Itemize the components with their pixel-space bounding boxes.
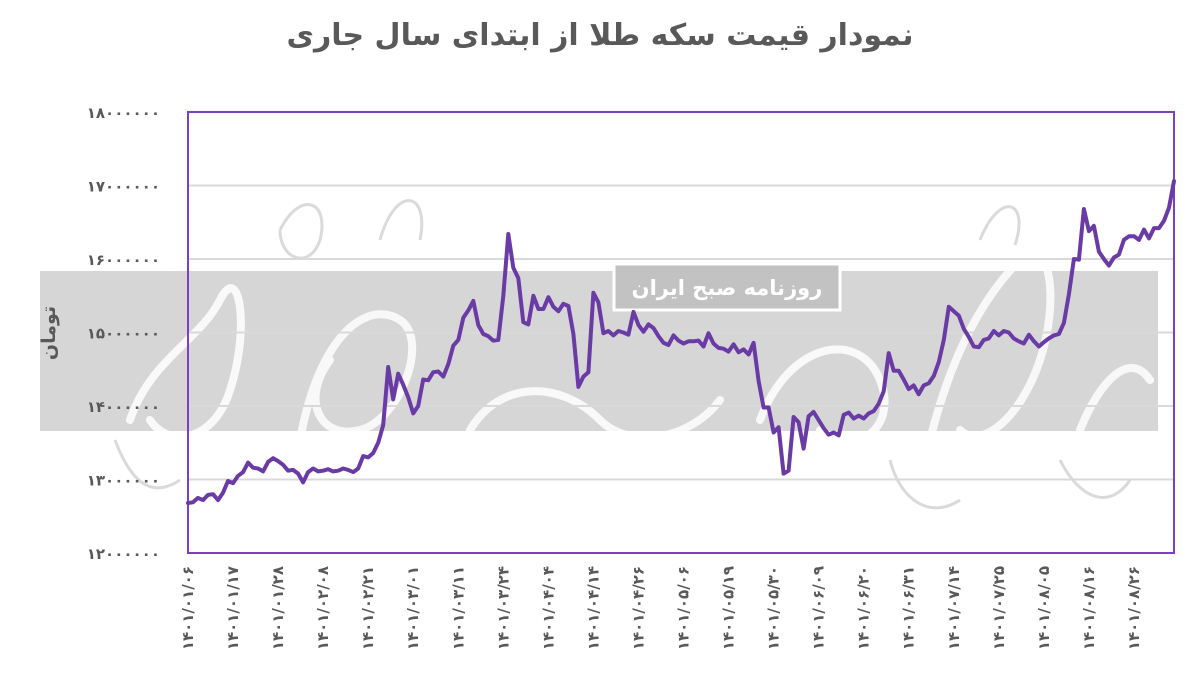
- x-tick-label: ۱۴۰۱/۰۴/۱۴: [584, 566, 602, 650]
- y-tick-label: ۱۳۰۰۰۰۰۰: [87, 472, 160, 490]
- x-tick-label: ۱۴۰۱/۰۵/۱۹: [720, 566, 738, 650]
- watermark-strokes: [113, 199, 1132, 510]
- x-tick-label: ۱۴۰۱/۰۷/۲۵: [990, 566, 1008, 650]
- watermark-calligraphy: [126, 248, 1154, 446]
- y-tick-label: ۱۲۰۰۰۰۰۰: [87, 545, 160, 563]
- x-axis: ۱۴۰۱/۰۱/۰۶ ۱۴۰۱/۰۱/۱۷ ۱۴۰۱/۰۱/۲۸ ۱۴۰۱/۰۲/۰۸…: [179, 566, 1143, 650]
- x-tick-label: ۱۴۰۱/۰۱/۰۶: [179, 566, 197, 650]
- grid-lines: [188, 184, 1174, 481]
- series-line: [186, 179, 1176, 505]
- y-axis: ۱۲۰۰۰۰۰۰ ۱۳۰۰۰۰۰۰ ۱۴۰۰۰۰۰۰ ۱۵۰۰۰۰۰۰ ۱۶۰۰۰۰۰۰…: [87, 104, 160, 563]
- watermark-badge-text: روزنامه صبح ایران: [632, 276, 823, 300]
- x-tick-label: ۱۴۰۱/۰۵/۰۶: [675, 566, 693, 650]
- x-tick-label: ۱۴۰۱/۰۵/۳۰: [765, 566, 783, 650]
- x-tick-label: ۱۴۰۱/۰۴/۰۴: [539, 566, 557, 650]
- plot-frame: [187, 111, 1175, 554]
- y-axis-label: تومان: [38, 306, 60, 360]
- x-tick-label: ۱۴۰۱/۰۲/۲۱: [359, 566, 377, 650]
- y-tick-label: ۱۷۰۰۰۰۰۰: [87, 178, 160, 196]
- x-tick-label: ۱۴۰۱/۰۳/۰۱: [404, 566, 422, 650]
- chart-title: نمودار قیمت سکه طلا از ابتدای سال جاری: [286, 18, 914, 53]
- x-tick-label: ۱۴۰۱/۰۷/۱۴: [945, 566, 963, 650]
- x-tick-label: ۱۴۰۱/۰۶/۲۰: [855, 566, 873, 650]
- x-tick-label: ۱۴۰۱/۰۶/۳۱: [900, 566, 918, 650]
- x-tick-label: ۱۴۰۱/۰۲/۰۸: [314, 566, 332, 650]
- x-tick-label: ۱۴۰۱/۰۶/۰۹: [810, 566, 828, 650]
- x-tick-label: ۱۴۰۱/۰۱/۱۷: [224, 566, 242, 650]
- y-tick-label: ۱۶۰۰۰۰۰۰: [87, 251, 160, 269]
- y-tick-label: ۱۴۰۰۰۰۰۰: [87, 398, 160, 416]
- x-tick-label: ۱۴۰۱/۰۳/۱۱: [449, 566, 467, 650]
- watermark-badge: روزنامه صبح ایران: [612, 262, 842, 312]
- y-tick-label: ۱۸۰۰۰۰۰۰: [87, 104, 160, 122]
- x-tick-label: ۱۴۰۱/۰۱/۲۸: [269, 566, 287, 650]
- x-tick-label: ۱۴۰۱/۰۳/۲۴: [494, 566, 512, 650]
- x-tick-label: ۱۴۰۱/۰۸/۲۶: [1125, 566, 1143, 650]
- x-tick-label: ۱۴۰۱/۰۴/۲۶: [629, 566, 647, 650]
- x-tick-label: ۱۴۰۱/۰۸/۰۵: [1035, 566, 1053, 650]
- x-tick-label: ۱۴۰۱/۰۸/۱۶: [1080, 566, 1098, 650]
- y-tick-label: ۱۵۰۰۰۰۰۰: [87, 325, 160, 343]
